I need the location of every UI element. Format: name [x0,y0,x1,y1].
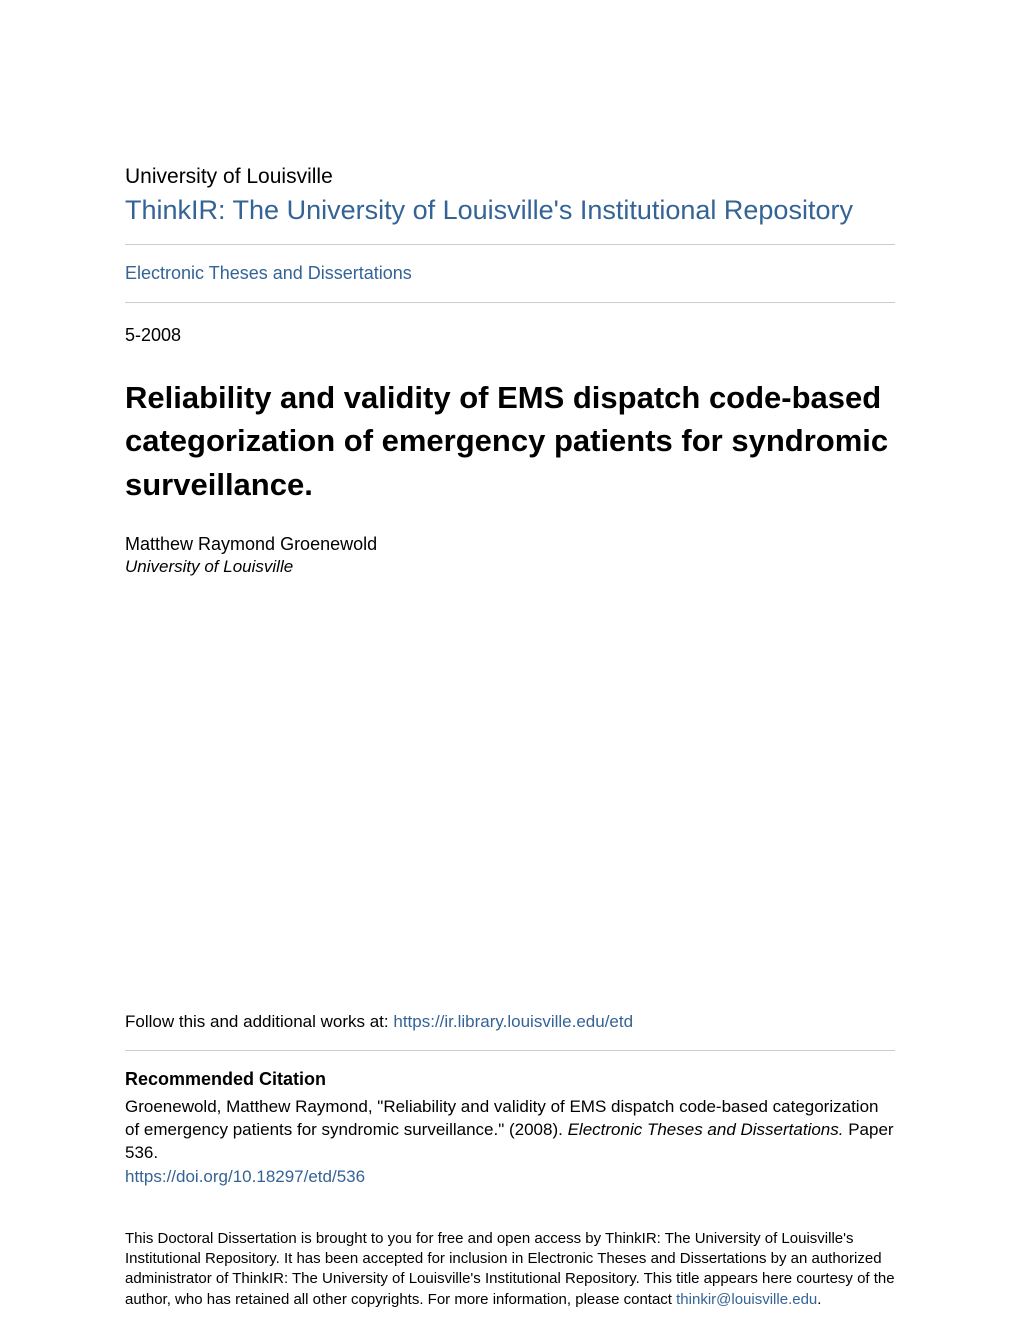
footer-text-2: . [817,1291,821,1308]
follow-prefix: Follow this and additional works at: [125,1012,393,1031]
author-affiliation: University of Louisville [125,557,895,577]
repository-title: ThinkIR: The University of Louisville's … [125,195,895,226]
citation-body: Groenewold, Matthew Raymond, "Reliabilit… [125,1096,895,1165]
repository-link[interactable]: ThinkIR: The University of Louisville's … [125,195,853,225]
citation-journal-italic: Electronic Theses and Dissertations. [568,1120,844,1139]
author-name: Matthew Raymond Groenewold [125,534,895,555]
follow-works-line: Follow this and additional works at: htt… [125,1012,895,1032]
doi-link[interactable]: https://doi.org/10.18297/etd/536 [125,1167,895,1187]
follow-url-link[interactable]: https://ir.library.louisville.edu/etd [393,1012,633,1031]
divider-2 [125,302,895,303]
publication-date: 5-2008 [125,325,895,346]
document-title: Reliability and validity of EMS dispatch… [125,376,895,506]
footer-disclaimer: This Doctoral Dissertation is brought to… [125,1229,895,1310]
divider-3 [125,1050,895,1051]
institution-name: University of Louisville [125,165,895,189]
citation-heading: Recommended Citation [125,1069,895,1090]
contact-email-link[interactable]: thinkir@louisville.edu [676,1291,817,1308]
divider-1 [125,244,895,245]
collection-link[interactable]: Electronic Theses and Dissertations [125,263,895,284]
